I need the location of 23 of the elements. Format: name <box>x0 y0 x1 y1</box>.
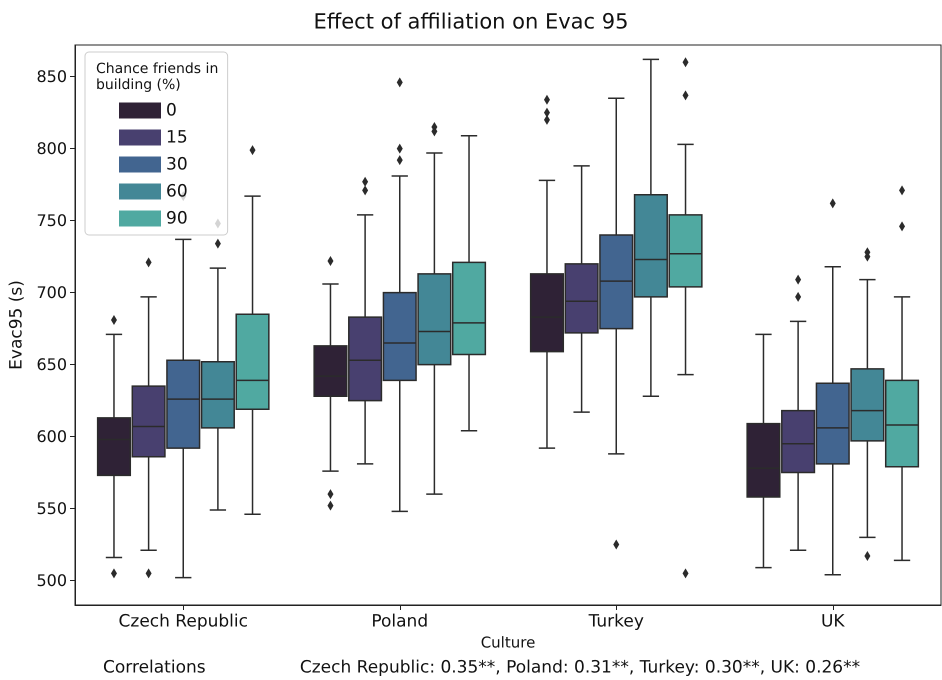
y-tick-label: 700 <box>36 283 67 302</box>
legend-label: 90 <box>166 208 188 228</box>
chart-title: Effect of affiliation on Evac 95 <box>314 10 628 34</box>
x-axis-title: Culture <box>480 633 536 652</box>
y-tick-label: 650 <box>36 355 67 374</box>
y-axis-title: Evac95 (s) <box>6 280 26 370</box>
x-tick-label: UK <box>820 612 846 632</box>
legend-title: Chance friends in building (%) <box>96 61 223 93</box>
y-tick-label: 850 <box>36 67 67 86</box>
x-tick-label: Poland <box>371 612 428 632</box>
x-tick-label: Turkey <box>588 612 644 632</box>
text: Czech Republic: 0.35**, Poland: 0.31**, Turkey: 0.30**, UK: 0.26** <box>300 658 860 678</box>
text: Correlations <box>103 658 206 678</box>
legend-label: 60 <box>166 182 188 202</box>
legend-label: 30 <box>166 154 188 174</box>
y-tick-label: 800 <box>36 139 67 158</box>
y-tick-label: 750 <box>36 211 67 230</box>
y-tick-label: 500 <box>36 571 67 590</box>
x-tick-label: Czech Republic <box>118 612 248 632</box>
y-tick-label: 550 <box>36 499 67 518</box>
legend-label: 0 <box>166 100 177 120</box>
legend-label: 15 <box>166 128 188 148</box>
y-tick-label: 600 <box>36 427 67 446</box>
